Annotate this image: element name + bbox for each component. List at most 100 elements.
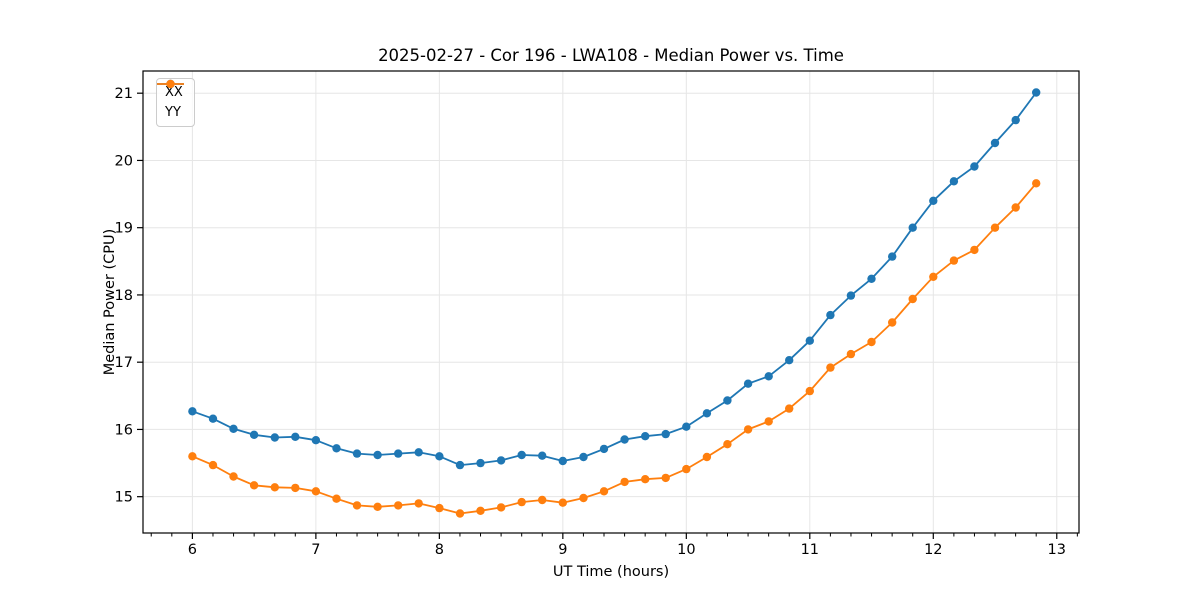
x-tick-label: 9 xyxy=(558,542,567,558)
data-point-yy xyxy=(414,499,423,508)
data-point-yy xyxy=(888,318,897,327)
y-tick-label: 15 xyxy=(115,490,133,506)
x-tick-label: 7 xyxy=(311,542,320,558)
y-tick-label: 21 xyxy=(115,86,133,102)
data-point-yy xyxy=(723,440,732,449)
data-point-yy xyxy=(908,294,917,304)
data-point-yy xyxy=(929,272,938,281)
data-point-xx xyxy=(435,452,444,461)
y-tick-label: 17 xyxy=(115,355,133,371)
data-point-xx xyxy=(455,460,465,470)
data-point-yy xyxy=(682,464,691,474)
data-point-xx xyxy=(1011,115,1020,125)
data-point-yy xyxy=(970,245,979,255)
chart-title: 2025-02-27 - Cor 196 - LWA108 - Median P… xyxy=(378,46,844,65)
data-point-xx xyxy=(332,444,341,453)
data-point-yy xyxy=(435,503,444,513)
data-point-yy xyxy=(229,472,238,481)
data-point-yy xyxy=(1011,203,1020,212)
legend-label-yy: YY xyxy=(165,105,181,120)
data-point-yy xyxy=(208,460,218,470)
x-tick-label: 10 xyxy=(677,542,695,558)
data-point-xx xyxy=(805,336,814,345)
data-point-yy xyxy=(558,498,567,507)
data-point-yy xyxy=(990,223,1000,232)
data-point-yy xyxy=(846,349,856,359)
series-line-xx xyxy=(192,91,1037,467)
data-point-yy xyxy=(764,417,773,426)
legend-swatch-yy-icon xyxy=(157,79,184,89)
data-point-xx xyxy=(414,448,423,457)
data-point-xx xyxy=(517,450,526,460)
data-point-xx xyxy=(579,452,588,462)
data-point-yy xyxy=(496,503,506,512)
data-point-xx xyxy=(249,430,259,439)
legend-label-xx: XX xyxy=(165,85,183,100)
data-point-xx xyxy=(620,435,629,444)
data-point-xx xyxy=(476,458,485,468)
data-point-yy xyxy=(270,483,279,492)
data-point-xx xyxy=(373,450,382,460)
data-point-yy xyxy=(641,475,650,484)
x-tick-label: 6 xyxy=(188,542,197,558)
data-point-yy xyxy=(311,487,321,496)
data-point-xx xyxy=(908,223,917,232)
data-point-xx xyxy=(929,196,938,205)
data-point-yy xyxy=(826,363,835,372)
data-point-xx xyxy=(743,379,753,388)
data-point-xx xyxy=(949,177,959,186)
data-point-yy xyxy=(394,501,403,510)
data-point-xx xyxy=(558,456,567,466)
data-point-xx xyxy=(888,252,897,261)
y-tick-label: 20 xyxy=(115,153,133,169)
x-tick-label: 12 xyxy=(924,542,942,558)
data-point-yy xyxy=(620,477,629,487)
data-point-yy xyxy=(743,425,753,434)
data-point-yy xyxy=(517,497,526,507)
data-point-yy xyxy=(332,494,341,503)
data-point-xx xyxy=(188,407,197,416)
data-point-yy xyxy=(188,452,197,461)
data-point-xx xyxy=(661,429,670,439)
axes-spines xyxy=(142,70,1080,534)
x-tick-label: 8 xyxy=(435,542,444,558)
data-point-xx xyxy=(229,424,238,433)
data-point-xx xyxy=(291,432,300,441)
data-point-xx xyxy=(846,291,856,300)
data-point-xx xyxy=(723,396,732,405)
y-tick-label: 19 xyxy=(115,221,133,237)
data-point-xx xyxy=(702,409,712,418)
data-point-yy xyxy=(291,483,300,493)
data-point-yy xyxy=(455,509,465,518)
data-point-xx xyxy=(311,436,321,445)
x-tick-label: 11 xyxy=(801,542,819,558)
y-tick-label: 16 xyxy=(115,422,133,438)
data-point-yy xyxy=(867,337,876,347)
data-point-yy xyxy=(949,256,959,265)
data-point-yy xyxy=(599,487,609,496)
data-point-yy xyxy=(352,501,362,510)
data-point-xx xyxy=(1032,88,1041,97)
legend-item-yy: YY xyxy=(157,79,184,121)
legend: XX YY xyxy=(156,78,195,127)
data-point-yy xyxy=(702,452,712,462)
data-point-yy xyxy=(538,495,547,505)
data-point-xx xyxy=(496,456,506,465)
data-point-xx xyxy=(764,372,773,381)
data-point-xx xyxy=(641,432,650,441)
data-point-yy xyxy=(373,502,382,511)
data-point-xx xyxy=(682,422,691,431)
data-point-xx xyxy=(599,444,609,454)
data-point-xx xyxy=(208,414,218,423)
data-point-xx xyxy=(352,449,362,458)
data-point-xx xyxy=(270,433,279,442)
data-point-yy xyxy=(785,404,794,413)
data-point-yy xyxy=(661,473,670,483)
data-point-xx xyxy=(826,310,835,320)
y-axis-label: Median Power (CPU) xyxy=(102,228,118,376)
data-point-xx xyxy=(970,162,979,171)
data-point-yy xyxy=(249,481,259,490)
data-point-xx xyxy=(394,449,403,458)
